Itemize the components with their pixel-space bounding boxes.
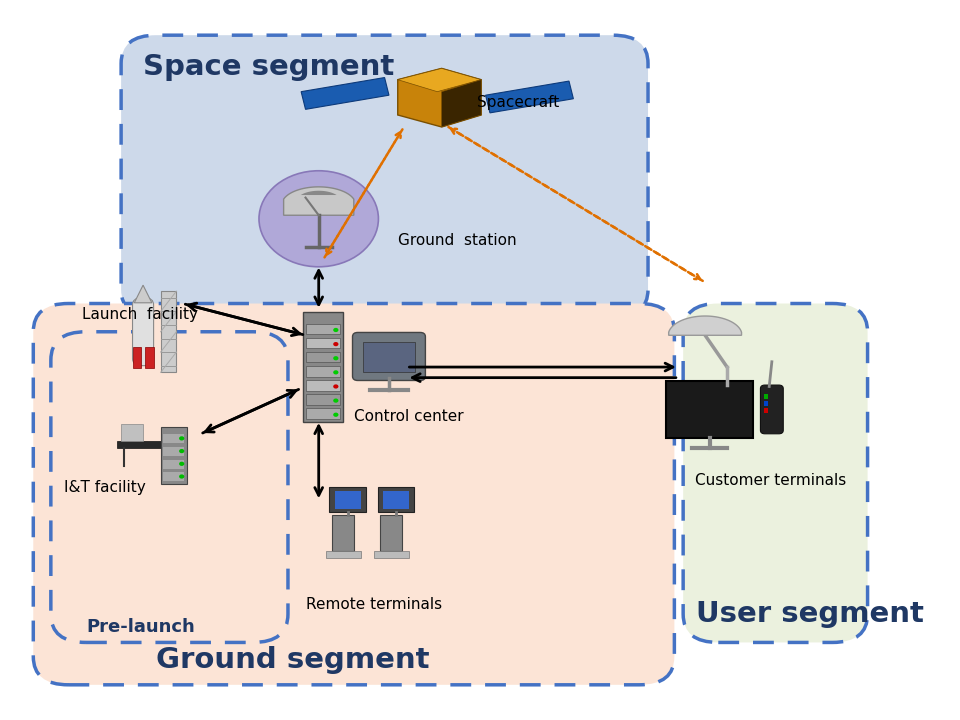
- FancyBboxPatch shape: [363, 342, 415, 372]
- Polygon shape: [301, 78, 389, 109]
- FancyBboxPatch shape: [132, 298, 154, 366]
- Text: Spacecraft: Spacecraft: [477, 95, 559, 110]
- FancyBboxPatch shape: [334, 491, 361, 509]
- FancyBboxPatch shape: [306, 338, 340, 348]
- Circle shape: [333, 342, 339, 346]
- FancyBboxPatch shape: [332, 516, 354, 551]
- FancyBboxPatch shape: [121, 423, 143, 441]
- Polygon shape: [669, 316, 741, 336]
- FancyBboxPatch shape: [34, 304, 674, 685]
- FancyBboxPatch shape: [160, 427, 187, 484]
- FancyBboxPatch shape: [374, 551, 409, 558]
- Circle shape: [180, 449, 184, 453]
- Circle shape: [259, 171, 378, 267]
- FancyBboxPatch shape: [380, 516, 402, 551]
- FancyBboxPatch shape: [132, 346, 141, 368]
- Text: Space segment: Space segment: [143, 53, 395, 81]
- FancyBboxPatch shape: [760, 385, 783, 433]
- Circle shape: [333, 413, 339, 417]
- Polygon shape: [134, 285, 152, 303]
- FancyBboxPatch shape: [163, 459, 184, 469]
- Text: Customer terminals: Customer terminals: [695, 473, 846, 488]
- Circle shape: [333, 328, 339, 332]
- Text: Ground segment: Ground segment: [156, 647, 430, 674]
- Circle shape: [333, 356, 339, 360]
- FancyBboxPatch shape: [306, 395, 340, 405]
- Circle shape: [180, 436, 184, 441]
- Circle shape: [180, 474, 184, 479]
- FancyBboxPatch shape: [377, 487, 415, 512]
- FancyBboxPatch shape: [306, 352, 340, 362]
- Polygon shape: [486, 81, 573, 113]
- Text: Remote terminals: Remote terminals: [305, 597, 442, 611]
- FancyBboxPatch shape: [163, 472, 184, 482]
- FancyBboxPatch shape: [145, 346, 154, 368]
- Circle shape: [333, 398, 339, 402]
- FancyBboxPatch shape: [684, 304, 868, 642]
- Polygon shape: [300, 191, 337, 195]
- Text: Ground  station: Ground station: [397, 233, 516, 248]
- FancyBboxPatch shape: [163, 447, 184, 456]
- Polygon shape: [442, 80, 481, 127]
- FancyBboxPatch shape: [383, 491, 409, 509]
- Circle shape: [180, 462, 184, 466]
- Text: Control center: Control center: [354, 410, 464, 424]
- FancyBboxPatch shape: [306, 380, 340, 391]
- FancyBboxPatch shape: [665, 381, 754, 438]
- FancyBboxPatch shape: [117, 441, 187, 449]
- Circle shape: [333, 370, 339, 374]
- FancyBboxPatch shape: [306, 323, 340, 334]
- Text: User segment: User segment: [696, 600, 924, 629]
- Polygon shape: [397, 68, 481, 127]
- FancyBboxPatch shape: [303, 312, 343, 422]
- Text: I&T facility: I&T facility: [64, 480, 146, 495]
- FancyBboxPatch shape: [352, 333, 425, 380]
- FancyBboxPatch shape: [306, 366, 340, 377]
- Circle shape: [333, 384, 339, 389]
- FancyBboxPatch shape: [764, 394, 768, 399]
- FancyBboxPatch shape: [325, 551, 361, 558]
- FancyBboxPatch shape: [764, 408, 768, 413]
- Polygon shape: [283, 187, 354, 215]
- FancyBboxPatch shape: [306, 408, 340, 419]
- FancyBboxPatch shape: [329, 487, 366, 512]
- FancyBboxPatch shape: [160, 291, 177, 372]
- Text: Launch  facility: Launch facility: [82, 307, 198, 322]
- Polygon shape: [397, 68, 481, 91]
- FancyBboxPatch shape: [764, 401, 768, 406]
- FancyBboxPatch shape: [121, 35, 648, 318]
- Text: Pre-launch: Pre-launch: [86, 618, 195, 636]
- FancyBboxPatch shape: [163, 434, 184, 444]
